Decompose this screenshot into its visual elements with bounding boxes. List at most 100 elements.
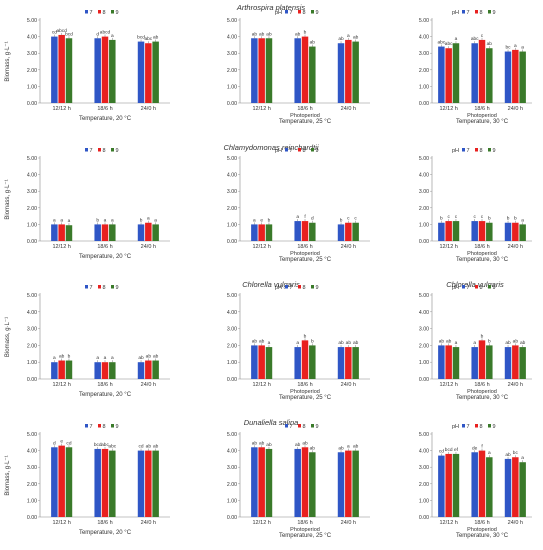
significance-letter: b [96, 217, 99, 223]
x-tick-label: 18/6 h [474, 382, 489, 388]
significance-letter: abc [471, 36, 479, 42]
significance-letter: ab [338, 340, 344, 346]
significance-letter: a [104, 218, 107, 223]
significance-letter: a [147, 217, 150, 222]
y-tick-label: 4.00 [227, 173, 237, 179]
significance-letter: e [60, 440, 63, 445]
legend-label: 9 [316, 285, 319, 291]
x-tick-label: 18/6 h [97, 106, 112, 112]
significance-letter: b [440, 216, 443, 222]
bar [345, 347, 352, 379]
significance-letter: a [111, 34, 114, 39]
significance-letter: a [455, 37, 458, 42]
legend-label: 9 [116, 10, 119, 16]
significance-letter: c [473, 215, 476, 220]
bar [309, 46, 316, 103]
bar [265, 224, 273, 241]
bar [109, 224, 116, 241]
legend-swatch [298, 10, 301, 14]
row-title-arthrospira: Arthrospira platensis [236, 3, 306, 12]
y-tick-label: 2.00 [227, 343, 237, 349]
bar [58, 360, 65, 379]
significance-letter: b [488, 216, 491, 222]
significance-letter: ab [266, 31, 272, 37]
significance-letter: ab [259, 440, 265, 446]
bar [145, 360, 152, 379]
y-tick-label: 4.00 [419, 35, 429, 41]
row-title-chlorella-right: Chlorella vulgaris [446, 280, 504, 289]
bar [452, 347, 460, 379]
legend-label: 8 [480, 10, 483, 16]
legend-swatch [311, 148, 314, 152]
y-tick-label: 1.00 [227, 498, 237, 504]
significance-letter: ab [487, 41, 493, 47]
y-tick-label: 4.00 [419, 449, 429, 455]
x-axis-sublabel: Photoperiod [290, 251, 320, 257]
bar [109, 39, 116, 103]
legend-label: 9 [116, 148, 119, 154]
bar [251, 38, 258, 104]
x-tick-label: 18/6 h [97, 520, 112, 526]
bar [519, 51, 526, 103]
y-tick-label: 0.00 [227, 239, 237, 245]
legend-label: 7 [90, 424, 93, 430]
significance-letter: bcd [65, 31, 73, 37]
significance-letter: f [481, 444, 483, 450]
bar [109, 362, 116, 379]
significance-letter: ab [439, 338, 445, 344]
x-axis-label: Temperature, 25 °C [279, 257, 332, 263]
bar [445, 345, 452, 379]
legend-swatch [85, 10, 88, 14]
y-tick-label: 1.00 [27, 84, 37, 90]
significance-letter: a [53, 356, 56, 361]
significance-letter: b [268, 217, 271, 223]
y-tick-label: 5.00 [27, 156, 37, 162]
bar [471, 452, 478, 517]
x-tick-label: 24/0 h [508, 520, 523, 526]
significance-letter: bcd [137, 35, 145, 41]
significance-letter: b [507, 216, 510, 222]
y-tick-label: 4.00 [27, 310, 37, 316]
x-tick-label: 24/0 h [141, 520, 156, 526]
bar [352, 450, 359, 517]
bar [504, 458, 512, 517]
significance-letter: a [296, 341, 299, 346]
legend-swatch [311, 285, 314, 289]
y-tick-label: 0.00 [27, 101, 37, 107]
y-tick-label: 4.00 [227, 449, 237, 455]
bar [94, 362, 101, 379]
x-tick-label: 12/12 h [439, 382, 457, 388]
x-tick-label: 12/12 h [439, 244, 457, 250]
x-axis-label: Temperature, 30 °C [456, 533, 509, 539]
bar [94, 448, 101, 517]
bar [65, 225, 73, 241]
significance-letter: ab [520, 340, 526, 346]
significance-letter: ab [146, 354, 152, 360]
significance-letter: abc [437, 40, 445, 46]
y-tick-label: 0.00 [419, 515, 429, 521]
bar [101, 362, 109, 379]
legend-swatch [488, 10, 491, 14]
significance-letter: e [260, 218, 263, 223]
y-tick-label: 3.00 [227, 327, 237, 333]
legend-swatch [85, 148, 88, 152]
legend-swatch [85, 285, 88, 289]
x-tick-label: 12/12 h [52, 244, 70, 250]
significance-letter: ab [252, 31, 258, 37]
legend-swatch [98, 285, 101, 289]
significance-letter: b [140, 217, 143, 223]
bar [294, 221, 301, 241]
significance-letter: f [304, 214, 306, 220]
legend-label: 7 [90, 148, 93, 154]
significance-letter: a [521, 46, 524, 51]
significance-letter: abcd [100, 30, 111, 36]
bar [294, 38, 301, 104]
x-axis-sublabel: Photoperiod [467, 251, 497, 257]
y-tick-label: 5.00 [419, 18, 429, 24]
significance-letter: c [455, 215, 458, 220]
